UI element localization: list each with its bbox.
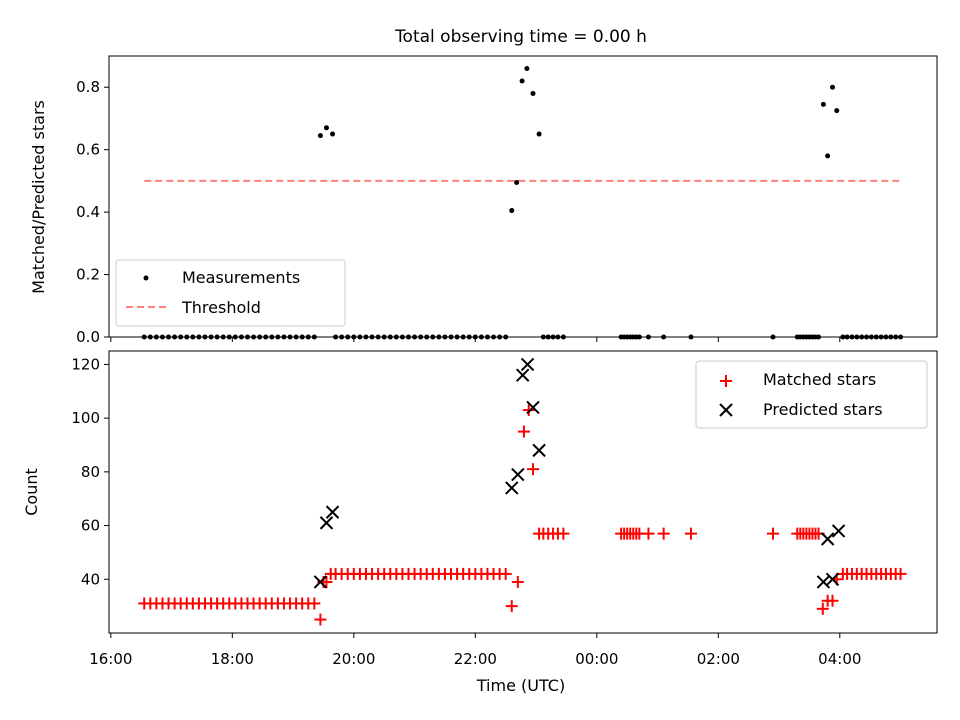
ratio-legend: Measurements Threshold — [115, 259, 346, 327]
count-y-tick-label: 100 — [71, 409, 100, 427]
chart-title: Total observing time = 0.00 h — [394, 27, 647, 47]
predicted-star-point — [526, 400, 540, 415]
count-y-ticks: 40 60 80 100 120 — [71, 355, 109, 588]
predicted-star-point — [505, 481, 519, 495]
measurement-point — [323, 125, 329, 131]
count-y-tick-label: 60 — [81, 517, 100, 535]
counts-layer — [138, 357, 907, 626]
measurement-point — [825, 153, 831, 159]
measurement-point — [820, 101, 826, 107]
predicted-star-point — [325, 505, 340, 519]
x-tick-label: 20:00 — [332, 650, 375, 668]
matched-star-point — [816, 602, 829, 615]
predicted-star-point — [825, 572, 840, 586]
legend-threshold-label: Threshold — [181, 298, 261, 317]
x-tick-label: 00:00 — [575, 650, 618, 668]
legend-measurements-marker — [143, 275, 149, 281]
count-y-axis-label: Count — [22, 468, 41, 516]
matched-star-point — [320, 575, 333, 588]
measurement-point — [330, 131, 336, 137]
x-tick-label: 04:00 — [818, 650, 861, 668]
matched-star-point — [517, 425, 530, 438]
matched-star-point — [511, 575, 524, 588]
matched-star-point — [308, 597, 321, 610]
count-y-tick-label: 80 — [81, 463, 100, 481]
matched-star-point — [766, 527, 779, 540]
legend-matched-label: Matched stars — [763, 370, 876, 389]
measurement-point — [519, 78, 525, 84]
x-tick-label: 16:00 — [89, 650, 132, 668]
ratio-x-ticks — [110, 337, 841, 342]
count-panel: 40 60 80 100 120 16:00 18:00 20:00 22:00 00:00 02… — [22, 350, 938, 695]
ratio-y-tick-label: 0.0 — [76, 328, 100, 346]
ratio-y-tick-label: 0.2 — [76, 266, 100, 284]
measurement-point — [514, 179, 520, 185]
measurement-point — [524, 65, 530, 71]
matched-star-point — [657, 527, 670, 540]
matched-star-point — [642, 527, 655, 540]
ratio-y-tick-label: 0.8 — [76, 78, 100, 96]
legend-matched-marker — [720, 375, 732, 387]
measurement-point — [834, 108, 840, 114]
measurement-point — [317, 133, 323, 139]
predicted-star-point — [831, 524, 846, 538]
legend-predicted-label: Predicted stars — [763, 400, 883, 419]
count-legend: Matched stars Predicted stars — [695, 360, 928, 429]
legend-predicted-marker — [719, 403, 733, 417]
x-axis-label: Time (UTC) — [476, 676, 565, 695]
legend-measurements-label: Measurements — [182, 268, 300, 287]
matched-star-point — [894, 567, 907, 580]
matched-star-point — [314, 613, 327, 626]
ratio-panel: 0.00.20.40.60.8 Matched/Predicted stars … — [29, 55, 938, 346]
count-y-tick-label: 120 — [71, 355, 100, 373]
matched-star-point — [684, 527, 697, 540]
count-plot-frame — [108, 350, 938, 634]
predicted-star-point — [820, 532, 835, 546]
measurement-point — [830, 84, 836, 90]
measurement-point — [509, 208, 515, 214]
ratio-plot-frame — [108, 55, 938, 338]
predicted-star-point — [515, 368, 530, 382]
count-legend-box — [695, 360, 928, 429]
matched-star-point — [826, 594, 839, 607]
matched-star-point — [527, 463, 540, 476]
x-tick-label: 18:00 — [211, 650, 254, 668]
x-tick-label: 02:00 — [697, 650, 740, 668]
x-tick-label: 22:00 — [454, 650, 497, 668]
count-x-ticks: 16:00 18:00 20:00 22:00 00:00 02:00 04:00 — [89, 633, 861, 668]
matched-star-point — [557, 527, 570, 540]
matched-star-point — [499, 567, 512, 580]
ratio-y-ticks: 0.0 0.2 0.4 0.6 0.8 — [76, 78, 109, 346]
predicted-star-point — [520, 357, 535, 372]
predicted-star-point — [319, 516, 334, 530]
predicted-star-point — [313, 575, 328, 589]
measurement-point — [536, 131, 542, 137]
count-y-tick-label: 40 — [81, 570, 100, 588]
matched-star-point — [522, 404, 535, 417]
predicted-star-point — [816, 575, 831, 589]
matched-star-point — [505, 600, 518, 613]
ratio-y-axis-label: Matched/Predicted stars — [29, 100, 48, 294]
ratio-legend-box — [115, 259, 346, 327]
predicted-star-point — [532, 443, 546, 458]
measurement-point — [530, 90, 536, 96]
ratio-y-tick-label: 0.4 — [76, 203, 100, 221]
ratio-y-tick-label: 0.6 — [76, 141, 100, 159]
predicted-star-point — [511, 467, 525, 482]
